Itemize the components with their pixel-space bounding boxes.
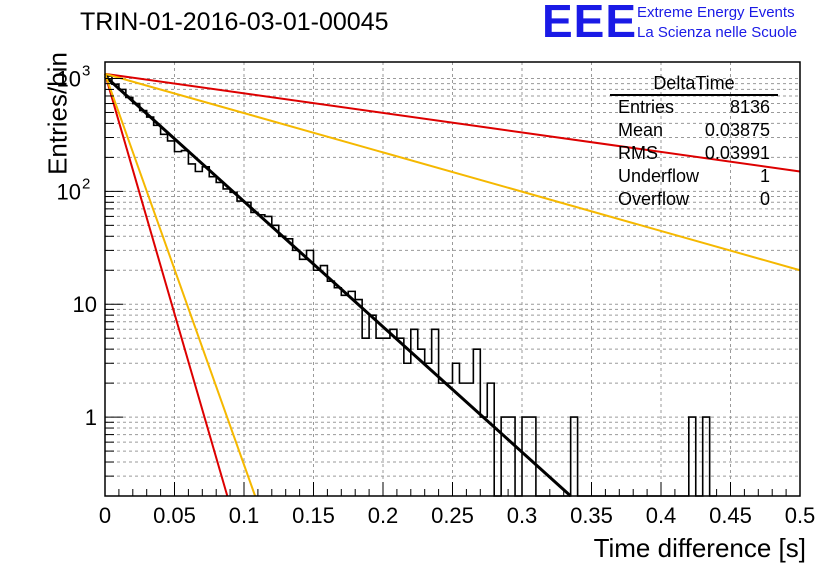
y-tick-exponent: 3 bbox=[82, 62, 90, 79]
y-tick-label: 10 bbox=[57, 179, 81, 204]
x-tick-label: 0.35 bbox=[570, 503, 613, 528]
y-tick-label: 10 bbox=[57, 66, 81, 91]
stats-value: 0.03991 bbox=[704, 143, 770, 163]
y-axis-label: Entries/bin bbox=[42, 52, 73, 175]
stats-row: Mean 0.03875 bbox=[610, 119, 778, 142]
x-tick-label: 0.25 bbox=[431, 503, 474, 528]
histogram-bars bbox=[105, 75, 717, 497]
fit-line bbox=[104, 73, 257, 497]
x-tick-label: 0.4 bbox=[646, 503, 677, 528]
y-tick-exponent: 2 bbox=[82, 175, 90, 192]
logo-line-2: La Scienza nelle Scuole bbox=[637, 24, 798, 41]
y-tick-label: 1 bbox=[85, 405, 97, 430]
x-tick-label: 0.15 bbox=[292, 503, 335, 528]
stats-label: Mean bbox=[618, 120, 664, 140]
stats-label: RMS bbox=[618, 143, 658, 163]
stats-row: Entries 8136 bbox=[610, 96, 778, 119]
stats-value: 0.03875 bbox=[704, 120, 770, 140]
x-tick-label: 0.05 bbox=[153, 503, 196, 528]
stats-box: DeltaTime Entries 8136 Mean 0.03875 RMS … bbox=[610, 72, 778, 211]
stats-value: 1 bbox=[759, 166, 770, 186]
x-tick-label: 0.3 bbox=[507, 503, 538, 528]
x-tick-label: 0.1 bbox=[229, 503, 260, 528]
stats-row: Overflow 0 bbox=[610, 188, 778, 211]
x-tick-label: 0.5 bbox=[785, 503, 816, 528]
x-tick-label: 0 bbox=[99, 503, 111, 528]
axis-ticks bbox=[104, 77, 801, 497]
fit-line bbox=[104, 72, 801, 173]
y-tick-label: 10 bbox=[73, 292, 97, 317]
logo-mark: EEE bbox=[542, 0, 638, 47]
x-tick-label: 0.45 bbox=[709, 503, 752, 528]
fit-line bbox=[104, 72, 801, 272]
stats-label: Entries bbox=[618, 97, 675, 117]
x-tick-label: 0.2 bbox=[368, 503, 399, 528]
run-title: TRIN-01-2016-03-01-00045 bbox=[80, 8, 389, 36]
fit-line bbox=[103, 74, 572, 498]
stats-row: Underflow 1 bbox=[610, 165, 778, 188]
x-tick-labels: 0 0.05 0.1 0.15 0.2 0.25 0.3 0.35 0.4 0.45 0.5 bbox=[99, 503, 815, 528]
x-axis-label: Time difference [s] bbox=[593, 533, 806, 563]
stats-title: DeltaTime bbox=[610, 72, 778, 96]
stats-label: Overflow bbox=[618, 189, 690, 209]
stats-label: Underflow bbox=[618, 166, 700, 186]
stats-value: 0 bbox=[759, 189, 770, 209]
fit-line bbox=[104, 73, 229, 497]
stats-value: 8136 bbox=[729, 97, 770, 117]
histogram-outline bbox=[105, 75, 717, 497]
stats-row: RMS 0.03991 bbox=[610, 142, 778, 165]
logo-line-1: Extreme Energy Events bbox=[637, 4, 795, 21]
fit-lines bbox=[103, 72, 801, 498]
